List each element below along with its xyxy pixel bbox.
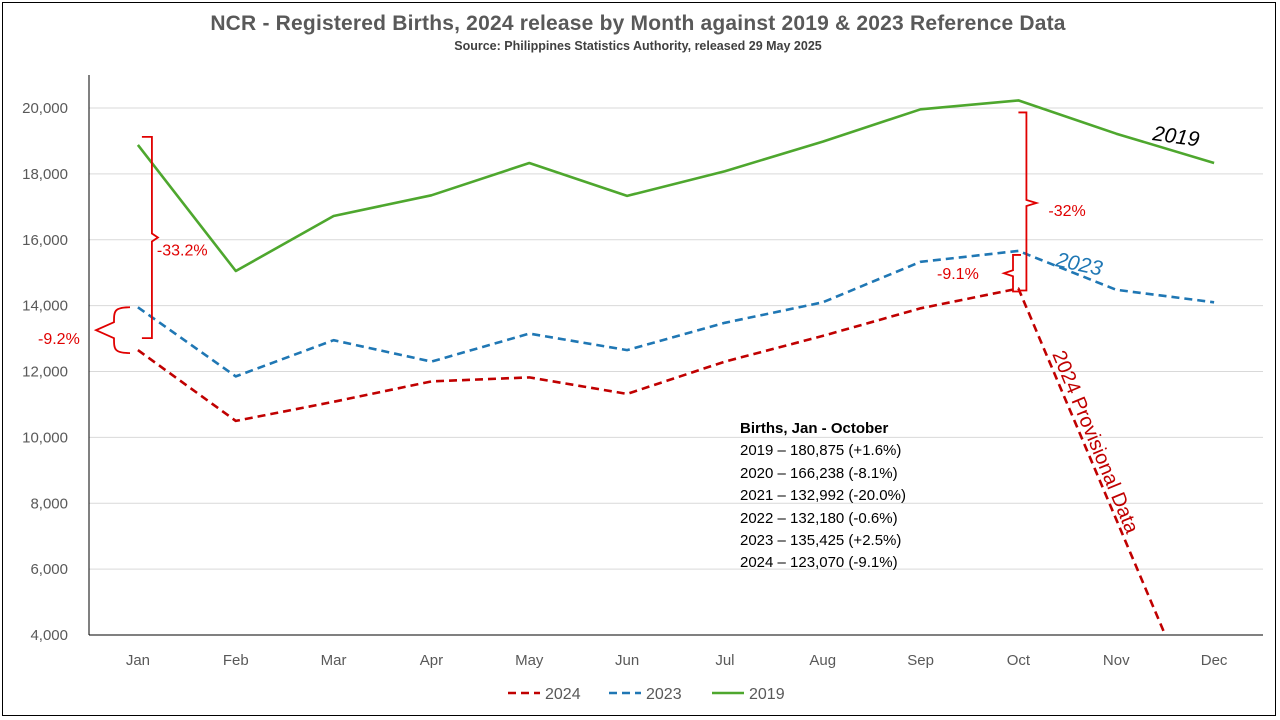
births-summary-box: Births, Jan - October 2019 – 180,875 (+1… — [740, 418, 1000, 575]
x-tick-label: Jun — [615, 652, 639, 669]
x-tick-label: Oct — [1007, 652, 1031, 669]
y-axis-ticks: 4,000 6,000 8,000 10,000 12,000 14,000 16,000 1… — [22, 100, 68, 644]
bracket-oct-2019 — [1018, 111, 1040, 292]
births-summary-line: 2021 – 132,992 (-20.0%) — [740, 487, 906, 505]
y-tick-label: 4,000 — [30, 627, 68, 644]
gridlines — [88, 75, 1263, 636]
provisional-label: 2024 Provisional Data — [1047, 347, 1143, 537]
bracket-jan-2023 — [93, 306, 131, 354]
bracket-jan-2019 — [141, 135, 160, 339]
births-summary-line: 2019 – 180,875 (+1.6%) — [740, 442, 902, 460]
x-tick-label: May — [515, 652, 544, 669]
anno-oct-2023-pct: -9.1% — [937, 266, 979, 283]
births-summary-line: 2023 – 135,425 (+2.5%) — [740, 532, 902, 550]
chart-subtitle: Source: Philippines Statistics Authority… — [454, 39, 822, 53]
x-tick-label: Mar — [321, 652, 347, 669]
y-tick-label: 10,000 — [22, 429, 68, 446]
series-line-2023 — [137, 249, 1215, 378]
series-lines — [136, 99, 1215, 636]
x-tick-label: Nov — [1103, 652, 1130, 669]
births-summary-line: 2020 – 166,238 (-8.1%) — [740, 464, 898, 482]
x-tick-label: Apr — [420, 652, 443, 669]
anno-jan-2019-pct: -33.2% — [157, 242, 208, 259]
y-tick-label: 8,000 — [30, 495, 68, 512]
y-tick-label: 18,000 — [22, 166, 68, 183]
x-tick-label: Jul — [715, 652, 734, 669]
births-summary-heading: Births, Jan - October — [740, 420, 889, 437]
legend-label-2023: 2023 — [646, 686, 682, 703]
x-tick-label: Sep — [907, 652, 934, 669]
series-line-2019 — [136, 99, 1215, 273]
legend-label-2024: 2024 — [545, 686, 581, 703]
y-tick-label: 12,000 — [22, 364, 68, 381]
x-tick-label: Aug — [809, 652, 836, 669]
births-summary-line: 2024 – 123,070 (-9.1%) — [740, 554, 898, 572]
y-tick-label: 6,000 — [30, 561, 68, 578]
anno-jan-2023-pct: -9.2% — [38, 331, 80, 348]
bracket-oct-2023 — [1001, 254, 1021, 293]
legend: 2024 2023 2019 — [508, 686, 785, 703]
x-tick-label: Dec — [1201, 652, 1228, 669]
anno-oct-2019-pct: -32% — [1048, 203, 1085, 220]
series-line-2024 — [137, 287, 1167, 636]
series-label-2023: 2023 — [1053, 248, 1105, 280]
legend-label-2019: 2019 — [749, 686, 785, 703]
chart-title: NCR - Registered Births, 2024 release by… — [210, 12, 1066, 35]
births-summary-line: 2022 – 132,180 (-0.6%) — [740, 509, 898, 527]
x-tick-label: Feb — [223, 652, 249, 669]
y-tick-label: 20,000 — [22, 100, 68, 117]
y-tick-label: 14,000 — [22, 298, 68, 315]
x-axis-ticks: Jan Feb Mar Apr May Jun Jul Aug Sep Oct Nov Dec — [126, 652, 1228, 669]
x-tick-label: Jan — [126, 652, 150, 669]
y-tick-label: 16,000 — [22, 232, 68, 249]
